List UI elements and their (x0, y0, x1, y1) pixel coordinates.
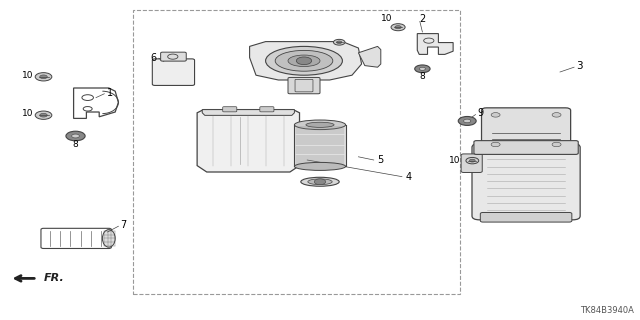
Circle shape (552, 113, 561, 117)
Polygon shape (358, 46, 381, 67)
Circle shape (395, 26, 401, 29)
Circle shape (72, 134, 79, 138)
Circle shape (35, 111, 52, 119)
Ellipse shape (294, 162, 346, 170)
Text: 6: 6 (150, 52, 157, 63)
Ellipse shape (308, 179, 332, 185)
Text: 10: 10 (449, 156, 461, 165)
Text: 9: 9 (477, 108, 483, 118)
Circle shape (466, 157, 479, 164)
FancyBboxPatch shape (461, 154, 483, 172)
Circle shape (491, 113, 500, 117)
FancyBboxPatch shape (474, 140, 579, 155)
Ellipse shape (306, 122, 334, 127)
Text: 2: 2 (419, 14, 426, 24)
Polygon shape (417, 34, 453, 54)
Text: 10: 10 (22, 71, 34, 80)
FancyBboxPatch shape (161, 52, 186, 61)
Circle shape (458, 116, 476, 125)
Polygon shape (202, 109, 294, 115)
Circle shape (470, 159, 476, 162)
Circle shape (314, 179, 326, 185)
Ellipse shape (294, 120, 346, 130)
Polygon shape (250, 42, 362, 80)
Text: 1: 1 (107, 88, 113, 98)
Text: TK84B3940A: TK84B3940A (580, 306, 634, 315)
FancyBboxPatch shape (152, 59, 195, 85)
FancyBboxPatch shape (223, 107, 237, 112)
FancyBboxPatch shape (260, 107, 274, 112)
Circle shape (333, 39, 345, 45)
Circle shape (419, 67, 426, 70)
Ellipse shape (102, 230, 115, 247)
FancyBboxPatch shape (480, 212, 572, 222)
Ellipse shape (301, 177, 339, 186)
Ellipse shape (275, 50, 333, 71)
Circle shape (415, 65, 430, 73)
Text: 4: 4 (405, 172, 412, 182)
Circle shape (491, 142, 500, 147)
Ellipse shape (266, 46, 342, 75)
Circle shape (40, 75, 47, 79)
Text: 5: 5 (378, 155, 384, 165)
Circle shape (337, 41, 342, 44)
Text: FR.: FR. (44, 273, 64, 284)
Text: 3: 3 (576, 60, 582, 71)
Text: 8: 8 (420, 72, 425, 81)
Bar (294, 125, 346, 166)
Circle shape (35, 73, 52, 81)
Text: 10: 10 (22, 109, 34, 118)
FancyBboxPatch shape (472, 143, 580, 220)
FancyBboxPatch shape (481, 108, 571, 152)
Text: 10: 10 (381, 14, 393, 23)
Bar (133, 10, 460, 294)
Circle shape (391, 24, 405, 31)
Text: 8: 8 (73, 140, 78, 149)
Polygon shape (197, 109, 300, 172)
FancyBboxPatch shape (288, 77, 320, 94)
Circle shape (296, 57, 312, 65)
Circle shape (66, 131, 85, 141)
Text: 7: 7 (120, 220, 126, 230)
Circle shape (40, 113, 47, 117)
Ellipse shape (288, 55, 320, 67)
Circle shape (552, 142, 561, 147)
Circle shape (463, 119, 471, 123)
